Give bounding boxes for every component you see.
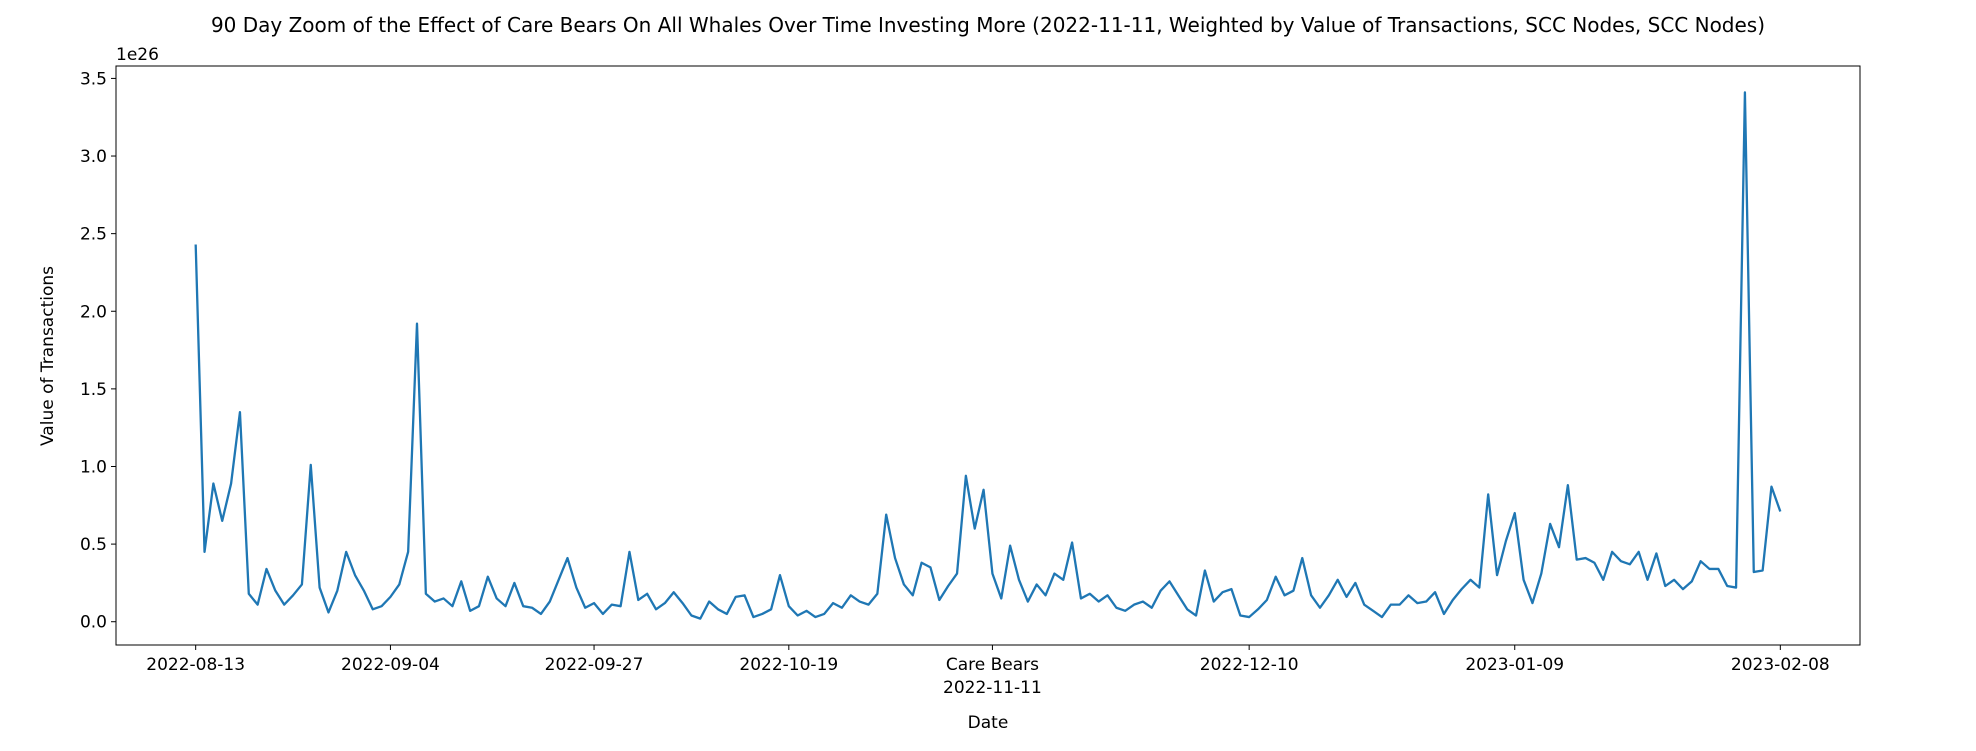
y-tick-label: 0.5 bbox=[80, 535, 107, 555]
x-tick-label: 2022-10-19 bbox=[739, 655, 838, 675]
plot-frame bbox=[115, 65, 1861, 646]
data-line bbox=[194, 91, 1782, 620]
y-tick-label: 1.5 bbox=[80, 380, 107, 400]
x-tick-label: Care Bears bbox=[946, 655, 1039, 675]
y-tick-label: 3.0 bbox=[80, 147, 107, 167]
y-axis-label: Value of Transactions bbox=[38, 266, 58, 446]
y-tick-label: 3.5 bbox=[80, 69, 107, 89]
y-tick-label: 2.5 bbox=[80, 225, 107, 245]
x-tick-label: 2022-11-11 bbox=[943, 678, 1042, 698]
y-tick-label: 2.0 bbox=[80, 302, 107, 322]
x-tick-label: 2023-02-08 bbox=[1731, 655, 1830, 675]
x-tick-label: 2023-01-09 bbox=[1465, 655, 1564, 675]
x-axis-label: Date bbox=[968, 713, 1009, 733]
x-tick-label: 2022-09-04 bbox=[341, 655, 440, 675]
x-tick-label: 2022-08-13 bbox=[146, 655, 245, 675]
x-tick-label: 2022-09-27 bbox=[545, 655, 644, 675]
x-tick-label: 2022-12-10 bbox=[1200, 655, 1299, 675]
chart-title: 90 Day Zoom of the Effect of Care Bears … bbox=[211, 13, 1765, 37]
y-tick-label: 0.0 bbox=[80, 613, 107, 633]
y-tick-label: 1.0 bbox=[80, 457, 107, 477]
y-offset-label: 1e26 bbox=[116, 45, 159, 65]
